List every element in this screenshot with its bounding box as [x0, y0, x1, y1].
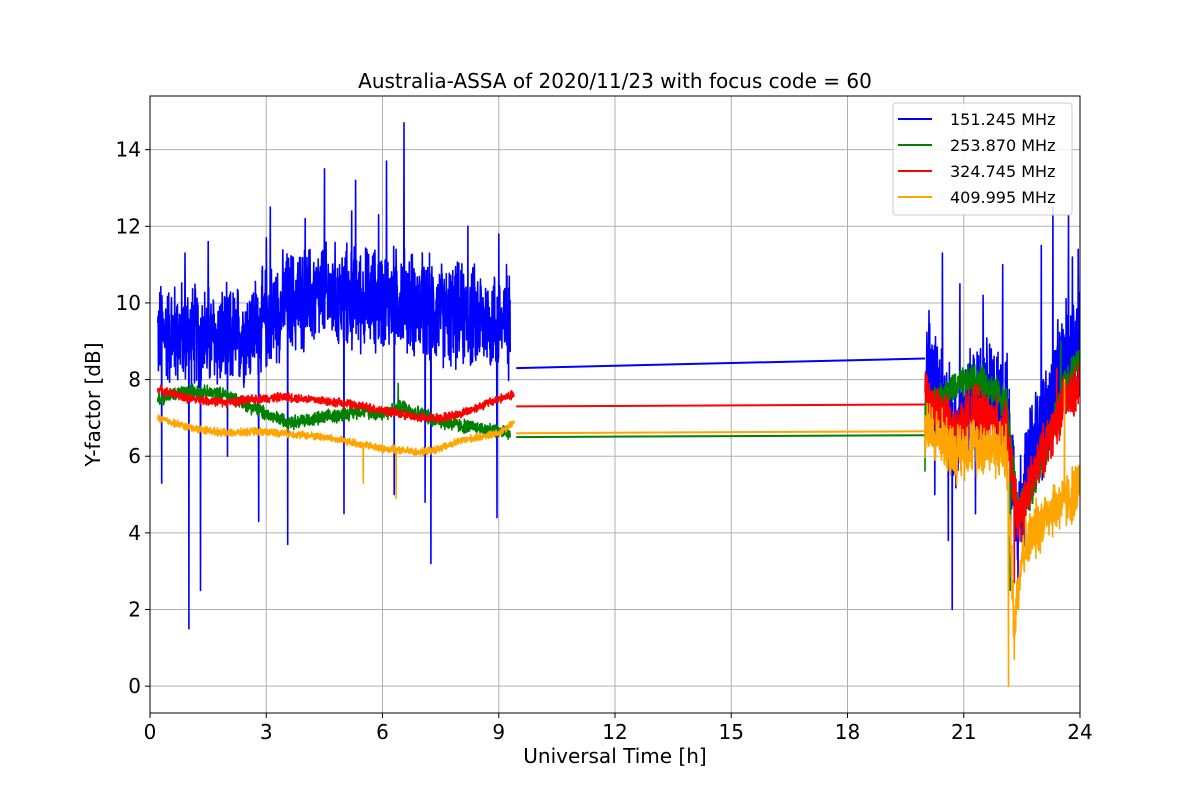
x-tick-label: 9 [492, 720, 505, 744]
series-line-segment [516, 403, 926, 408]
x-tick-label: 21 [951, 720, 976, 744]
legend-entry-label: 253.870 MHz [950, 136, 1055, 155]
x-tick-label: 24 [1067, 720, 1092, 744]
x-axis-label: Universal Time [h] [523, 744, 706, 768]
x-tick-label: 15 [719, 720, 744, 744]
y-tick-label: 0 [128, 674, 141, 698]
y-tick-label: 14 [116, 138, 141, 162]
x-tick-label: 6 [376, 720, 389, 744]
chart-title: Australia-ASSA of 2020/11/23 with focus … [358, 69, 872, 93]
series-line-segment [157, 382, 511, 440]
series-line-segment [516, 430, 926, 435]
legend-box [892, 102, 1073, 216]
y-tick-label: 12 [116, 214, 141, 238]
legend-entry-label: 324.745 MHz [950, 162, 1055, 181]
y-tick-label: 10 [116, 291, 141, 315]
plot-area [157, 122, 1080, 687]
series-409-995-mhz [157, 378, 1080, 687]
series-line-segment [157, 414, 515, 500]
y-tick-label: 4 [128, 521, 141, 545]
series-line-segment [924, 378, 1080, 687]
y-tick-label: 8 [128, 368, 141, 392]
x-tick-label: 0 [144, 720, 157, 744]
series-line-segment [157, 122, 511, 630]
y-axis-ticks: 0 2 4 6 8 10 12 14 [116, 138, 150, 698]
series-line-segment [516, 434, 926, 439]
legend: 151.245 MHz 253.870 MHz 324.745 MHz 409.995… [892, 102, 1073, 216]
x-tick-label: 3 [260, 720, 273, 744]
x-tick-label: 12 [602, 720, 627, 744]
legend-entry-label: 409.995 MHz [950, 188, 1055, 207]
x-tick-label: 18 [835, 720, 860, 744]
series-line-segment [516, 357, 926, 370]
y-tick-label: 2 [128, 598, 141, 622]
y-tick-label: 6 [128, 444, 141, 468]
x-axis-ticks: 0 3 6 9 12 15 18 21 24 [144, 713, 1093, 744]
y-axis-label: Y-factor [dB] [81, 342, 105, 467]
series-line-segment [157, 384, 515, 423]
legend-entry-label: 151.245 MHz [950, 110, 1055, 129]
series-layer [157, 122, 1080, 687]
